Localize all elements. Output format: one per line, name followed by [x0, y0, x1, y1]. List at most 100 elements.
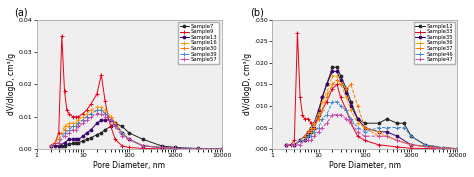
- Sample35: [319, 96, 325, 98]
- Sample7: [48, 145, 54, 147]
- Sample46: [324, 113, 329, 116]
- Sample37: [324, 96, 329, 98]
- Sample13: [127, 138, 132, 141]
- Sample9: [88, 103, 94, 105]
- Line: Sample47: Sample47: [284, 112, 460, 151]
- Sample47: [297, 144, 303, 146]
- Sample7: [195, 147, 201, 150]
- Sample30: [56, 138, 62, 141]
- Sample7: [108, 125, 114, 127]
- Sample35: [376, 131, 382, 133]
- Line: Sample36: Sample36: [284, 73, 460, 151]
- Sample37: [316, 118, 321, 120]
- Sample36: [316, 113, 321, 116]
- Sample33: [362, 139, 368, 142]
- Sample9: [127, 146, 132, 149]
- Sample39: [75, 122, 81, 124]
- Sample35: [334, 70, 340, 73]
- Sample7: [94, 133, 100, 136]
- Sample47: [334, 113, 340, 116]
- X-axis label: Pore Diameter, nm: Pore Diameter, nm: [93, 161, 165, 170]
- Sample37: [297, 139, 303, 142]
- Sample30: [195, 148, 201, 150]
- Sample30: [62, 129, 67, 131]
- Sample37: [455, 148, 460, 150]
- Sample46: [355, 127, 361, 129]
- Sample9: [64, 109, 70, 111]
- Sample12: [292, 144, 297, 146]
- Sample39: [56, 142, 62, 144]
- Sample35: [292, 144, 297, 146]
- Sample13: [62, 142, 67, 144]
- Sample46: [338, 105, 344, 107]
- Sample13: [173, 147, 178, 150]
- Sample57: [66, 132, 72, 134]
- Sample33: [329, 88, 335, 90]
- Sample12: [344, 88, 349, 90]
- Sample39: [70, 125, 75, 127]
- Sample39: [195, 148, 201, 150]
- Sample46: [422, 144, 428, 146]
- Sample35: [309, 127, 314, 129]
- Sample9: [52, 142, 58, 144]
- Sample9: [99, 74, 104, 76]
- Sample12: [362, 122, 368, 124]
- Sample30: [75, 122, 81, 124]
- Sample30: [159, 146, 164, 149]
- Sample35: [384, 131, 390, 133]
- Sample35: [430, 146, 436, 148]
- Sample47: [302, 139, 308, 142]
- Sample57: [119, 135, 125, 137]
- Sample47: [283, 144, 289, 146]
- Sample37: [344, 88, 349, 90]
- Sample12: [302, 139, 308, 142]
- Sample30: [119, 132, 125, 134]
- Sample57: [173, 147, 178, 150]
- X-axis label: Pore Diameter, nm: Pore Diameter, nm: [329, 161, 401, 170]
- Sample37: [362, 127, 368, 129]
- Sample39: [127, 138, 132, 141]
- Sample36: [311, 122, 317, 124]
- Sample57: [75, 125, 81, 127]
- Sample37: [319, 109, 325, 111]
- Sample57: [112, 125, 118, 127]
- Sample12: [316, 113, 321, 116]
- Sample9: [75, 116, 81, 118]
- Sample33: [309, 122, 314, 124]
- Sample39: [88, 112, 94, 115]
- Sample47: [319, 127, 325, 129]
- Sample33: [297, 96, 303, 98]
- Sample33: [344, 109, 349, 111]
- Sample16: [140, 145, 146, 147]
- Sample30: [219, 148, 225, 150]
- Sample39: [140, 145, 146, 147]
- Sample35: [408, 144, 414, 146]
- Sample12: [422, 144, 428, 146]
- Sample7: [140, 138, 146, 141]
- Sample33: [408, 147, 414, 149]
- Sample37: [348, 83, 354, 85]
- Sample35: [324, 83, 329, 85]
- Sample7: [80, 140, 86, 142]
- Legend: Sample7, Sample9, Sample13, Sample16, Sample30, Sample39, Sample57: Sample7, Sample9, Sample13, Sample16, Sa…: [178, 22, 219, 64]
- Sample30: [140, 145, 146, 147]
- Sample36: [305, 131, 311, 133]
- Sample57: [159, 146, 164, 149]
- Sample57: [108, 119, 114, 121]
- Sample16: [108, 116, 114, 118]
- Sample36: [376, 131, 382, 133]
- Sample16: [159, 146, 164, 149]
- Sample57: [94, 112, 100, 115]
- Sample16: [99, 106, 104, 108]
- Sample47: [344, 118, 349, 120]
- Sample30: [94, 109, 100, 111]
- Sample9: [84, 109, 90, 111]
- Sample16: [195, 148, 201, 150]
- Sample13: [84, 132, 90, 134]
- Sample16: [62, 125, 67, 127]
- Sample16: [73, 122, 79, 124]
- Sample12: [394, 122, 400, 124]
- Sample35: [338, 79, 344, 81]
- Sample12: [324, 83, 329, 85]
- Sample9: [70, 116, 75, 118]
